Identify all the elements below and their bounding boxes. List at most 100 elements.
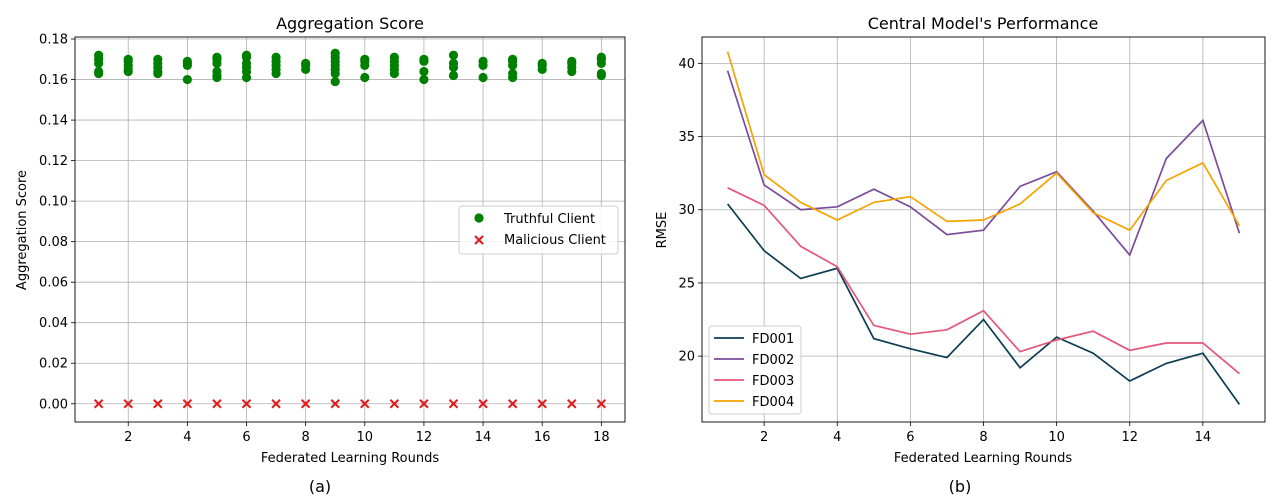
malicious-client-point <box>153 399 163 409</box>
series-line-fd004 <box>726 51 1241 232</box>
malicious-client-point <box>596 399 607 409</box>
truthful-client-point <box>389 68 399 79</box>
legend-malicious-label: Malicious Client <box>504 233 606 248</box>
truthful-client-point <box>330 76 340 87</box>
truthful-client-point <box>478 72 488 83</box>
panel-a-legend-box <box>458 205 619 255</box>
truthful-client-point <box>360 60 370 70</box>
malicious-client-point <box>507 399 518 409</box>
series-line-fd001 <box>726 203 1241 405</box>
malicious-client-point <box>93 399 104 409</box>
panel-b-xtick-label: 14 <box>1195 430 1212 445</box>
panel-a-points <box>93 48 607 409</box>
panel-a-scatter: Aggregation Score Federated Learning Rou… <box>15 14 626 496</box>
panel-b-line: Central Model's Performance Federated Le… <box>655 14 1266 496</box>
panel-a-xtick-label: 14 <box>475 430 492 445</box>
truthful-client-point <box>301 64 311 75</box>
truthful-client-point <box>419 56 429 66</box>
truthful-client-point <box>94 58 104 68</box>
malicious-client-point <box>389 399 400 409</box>
malicious-client-point <box>300 399 311 409</box>
panel-a-xtick-label: 8 <box>302 430 310 445</box>
truthful-client-point <box>508 60 518 70</box>
panel-b-ylabel: RMSE <box>655 212 670 249</box>
legend-truthful-marker <box>474 213 484 223</box>
legend-malicious-marker <box>474 235 484 245</box>
truthful-client-point <box>567 66 577 77</box>
malicious-client-point <box>330 399 340 409</box>
truthful-client-point <box>182 60 192 70</box>
panel-a-ytick-label: 0.08 <box>39 235 68 250</box>
panel-b-xtick-label: 6 <box>906 430 914 445</box>
malicious-client-point <box>212 399 222 409</box>
panel-a-label: (a) <box>309 477 331 496</box>
panel-b-legend: FD001 FD002 FD003 FD004 <box>708 325 802 415</box>
malicious-client-point <box>241 399 252 409</box>
panel-b-ytick-label: 30 <box>678 203 695 218</box>
malicious-client-point <box>448 399 459 409</box>
panel-b-xtick-label: 10 <box>1048 430 1065 445</box>
panel-a-xtick-label: 2 <box>124 430 132 445</box>
malicious-client-point <box>478 399 488 409</box>
panel-b-label: (b) <box>949 477 972 496</box>
truthful-client-point <box>419 66 429 77</box>
panel-b-lines <box>726 51 1241 405</box>
panel-b-xtick-label: 4 <box>833 430 841 445</box>
truthful-client-point <box>537 64 547 75</box>
truthful-client-point <box>330 68 340 79</box>
truthful-client-point <box>596 58 606 68</box>
panel-b-title: Central Model's Performance <box>868 14 1099 33</box>
panel-a-ytick-label: 0.02 <box>39 357 68 372</box>
truthful-client-point <box>123 66 133 77</box>
truthful-client-point <box>241 72 252 83</box>
panel-a-ytick-label: 0.14 <box>39 114 68 129</box>
panel-a-xtick-label: 6 <box>242 430 250 445</box>
panel-a-xtick-label: 4 <box>183 430 191 445</box>
truthful-client-point <box>448 70 459 81</box>
truthful-client-point <box>508 72 518 83</box>
malicious-client-point <box>271 399 281 409</box>
panel-a-title: Aggregation Score <box>276 14 424 33</box>
truthful-client-point <box>596 70 606 81</box>
panel-a-xlabel: Federated Learning Rounds <box>261 451 440 466</box>
truthful-client-point <box>94 68 104 79</box>
panel-a-xtick-label: 16 <box>534 430 551 445</box>
panel-a-axes-frame <box>74 36 626 423</box>
legend-truthful-label: Truthful Client <box>503 212 595 227</box>
panel-b-xtick-label: 12 <box>1121 430 1138 445</box>
malicious-client-point <box>567 399 577 409</box>
truthful-client-point <box>212 72 222 83</box>
panel-a-xtick-label: 12 <box>416 430 433 445</box>
legend-fd003-label: FD003 <box>752 374 794 389</box>
truthful-client-point <box>153 68 163 79</box>
panel-a-xtick-label: 18 <box>593 430 610 445</box>
panel-a-legend: Truthful Client Malicious Client <box>458 205 619 255</box>
malicious-client-point <box>419 399 429 409</box>
legend-fd001-label: FD001 <box>752 332 794 347</box>
malicious-client-point <box>182 399 193 409</box>
panel-a-ytick-label: 0.16 <box>39 73 68 88</box>
panel-a-ytick-label: 0.18 <box>39 33 68 48</box>
truthful-client-point <box>448 50 459 60</box>
panel-b-ytick-label: 20 <box>678 350 695 365</box>
panel-a-ytick-label: 0.12 <box>39 154 68 169</box>
panel-a-ytick-label: 0.04 <box>39 316 68 331</box>
panel-b-xlabel: Federated Learning Rounds <box>894 451 1073 466</box>
panel-a-xtick-label: 10 <box>357 430 374 445</box>
panel-a-ytick-label: 0.00 <box>39 397 68 412</box>
panel-b-ytick-label: 35 <box>678 130 695 145</box>
panel-a-ytick-label: 0.06 <box>39 276 68 291</box>
panel-a-ytick-label: 0.10 <box>39 195 68 210</box>
panel-b-xtick-label: 2 <box>760 430 768 445</box>
truthful-client-point <box>182 74 192 85</box>
legend-fd004-label: FD004 <box>752 395 794 410</box>
legend-fd002-label: FD002 <box>752 353 794 368</box>
truthful-client-point <box>271 68 281 79</box>
truthful-client-point <box>448 62 459 72</box>
truthful-client-point <box>212 58 222 68</box>
panel-b-ytick-label: 40 <box>678 57 695 72</box>
truthful-client-point <box>360 72 370 83</box>
panel-b-ytick-label: 25 <box>678 276 695 291</box>
series-line-fd003 <box>727 187 1240 375</box>
